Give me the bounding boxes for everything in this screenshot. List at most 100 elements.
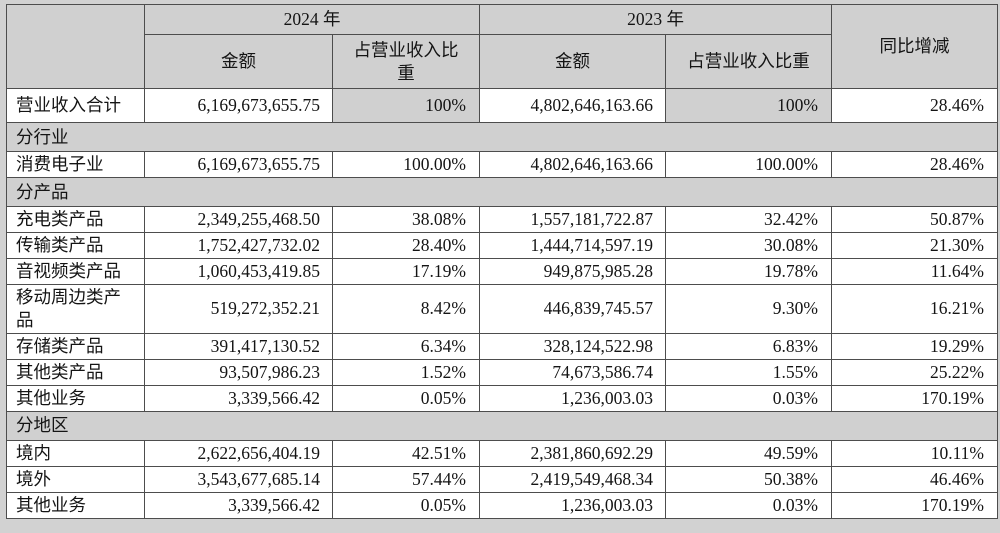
amount-2024: 3,339,566.42 [144,491,333,519]
share-2023: 0.03% [665,491,832,519]
col-header-amount-2024: 金额 [144,34,333,89]
amount-2024: 2,349,255,468.50 [144,206,333,233]
share-2024: 6.34% [332,332,480,360]
share-2023: 100% [665,88,832,123]
amount-2023: 74,673,586.74 [479,358,666,386]
table-row: 音视频类产品 1,060,453,419.85 17.19% 949,875,9… [6,258,998,285]
table-row: 其他业务 3,339,566.42 0.05% 1,236,003.03 0.0… [6,491,998,519]
yoy-change: 11.64% [831,258,998,285]
table-row: 境外 3,543,677,685.14 57.44% 2,419,549,468… [6,465,998,493]
table-row: 移动周边类产品 519,272,352.21 8.42% 446,839,745… [6,284,998,334]
table-row: 存储类产品 391,417,130.52 6.34% 328,124,522.9… [6,332,998,360]
col-group-2024: 2024 年 [144,4,480,35]
yoy-change: 28.46% [831,88,998,123]
share-2023: 6.83% [665,332,832,360]
yoy-change: 10.11% [831,439,998,467]
revenue-breakdown-table-container: 2024 年 2023 年 同比增减 金额 占营业收入比重 金额 占营业收入比重… [6,4,998,519]
amount-2023: 1,236,003.03 [479,384,666,412]
table-row: 其他业务 3,339,566.42 0.05% 1,236,003.03 0.0… [6,384,998,412]
table-row-total: 营业收入合计 6,169,673,655.75 100% 4,802,646,1… [6,88,998,123]
table-row: 传输类产品 1,752,427,732.02 28.40% 1,444,714,… [6,232,998,259]
amount-2024: 6,169,673,655.75 [144,151,333,178]
amount-2023: 1,444,714,597.19 [479,232,666,259]
share-2023: 100.00% [665,151,832,178]
section-label: 分产品 [6,177,998,207]
amount-2024: 3,543,677,685.14 [144,465,333,493]
share-2024: 100% [332,88,480,123]
share-2023: 1.55% [665,358,832,386]
share-2023: 19.78% [665,258,832,285]
col-header-share-2024: 占营业收入比重 [332,34,480,89]
col-group-2023: 2023 年 [479,4,832,35]
share-2024: 0.05% [332,384,480,412]
yoy-change: 25.22% [831,358,998,386]
row-label: 存储类产品 [6,332,145,360]
yoy-change: 170.19% [831,384,998,412]
amount-2024: 1,752,427,732.02 [144,232,333,259]
revenue-breakdown-table: 2024 年 2023 年 同比增减 金额 占营业收入比重 金额 占营业收入比重… [6,4,998,519]
share-2023: 30.08% [665,232,832,259]
col-header-yoy: 同比增减 [831,4,998,89]
table-row: 境内 2,622,656,404.19 42.51% 2,381,860,692… [6,439,998,467]
row-label: 境外 [6,465,145,493]
share-2024: 28.40% [332,232,480,259]
corner-cell [6,4,145,89]
table-row: 消费电子业 6,169,673,655.75 100.00% 4,802,646… [6,151,998,178]
table-row: 其他类产品 93,507,986.23 1.52% 74,673,586.74 … [6,358,998,386]
share-2023: 0.03% [665,384,832,412]
row-label: 其他业务 [6,491,145,519]
row-label: 移动周边类产品 [6,284,145,334]
share-2023: 32.42% [665,206,832,233]
row-label: 其他业务 [6,384,145,412]
share-2024: 8.42% [332,284,480,334]
section-label: 分地区 [6,410,998,441]
amount-2023: 446,839,745.57 [479,284,666,334]
row-label: 境内 [6,439,145,467]
amount-2023: 1,236,003.03 [479,491,666,519]
header-row-years: 2024 年 2023 年 同比增减 [6,4,998,89]
share-2023: 50.38% [665,465,832,493]
row-label: 传输类产品 [6,232,145,259]
yoy-change: 170.19% [831,491,998,519]
row-label: 其他类产品 [6,358,145,386]
share-2024: 42.51% [332,439,480,467]
table-row: 充电类产品 2,349,255,468.50 38.08% 1,557,181,… [6,206,998,233]
yoy-change: 28.46% [831,151,998,178]
amount-2023: 1,557,181,722.87 [479,206,666,233]
amount-2023: 2,419,549,468.34 [479,465,666,493]
amount-2023: 4,802,646,163.66 [479,88,666,123]
section-label: 分行业 [6,122,998,152]
section-row-product: 分产品 [6,177,998,207]
share-2024: 0.05% [332,491,480,519]
header-row-metrics: 金额 占营业收入比重 金额 占营业收入比重 [7,34,998,89]
amount-2024: 2,622,656,404.19 [144,439,333,467]
share-2024: 100.00% [332,151,480,178]
row-label-text: 移动周边类产品 [16,287,121,330]
row-label: 营业收入合计 [6,88,145,123]
col-header-share-2023: 占营业收入比重 [665,34,832,89]
amount-2024: 519,272,352.21 [144,284,333,334]
section-row-region: 分地区 [6,410,998,441]
amount-2023: 4,802,646,163.66 [479,151,666,178]
yoy-change: 16.21% [831,284,998,334]
share-2023: 49.59% [665,439,832,467]
share-2024: 57.44% [332,465,480,493]
yoy-change: 50.87% [831,206,998,233]
row-label: 音视频类产品 [6,258,145,285]
col-header-amount-2023: 金额 [479,34,666,89]
share-2024: 38.08% [332,206,480,233]
row-label: 充电类产品 [6,206,145,233]
amount-2024: 391,417,130.52 [144,332,333,360]
amount-2024: 93,507,986.23 [144,358,333,386]
row-label: 消费电子业 [6,151,145,178]
share-2023: 9.30% [665,284,832,334]
share-2024: 1.52% [332,358,480,386]
amount-2023: 949,875,985.28 [479,258,666,285]
amount-2023: 328,124,522.98 [479,332,666,360]
amount-2024: 6,169,673,655.75 [144,88,333,123]
share-2024: 17.19% [332,258,480,285]
yoy-change: 46.46% [831,465,998,493]
yoy-change: 19.29% [831,332,998,360]
amount-2023: 2,381,860,692.29 [479,439,666,467]
yoy-change: 21.30% [831,232,998,259]
